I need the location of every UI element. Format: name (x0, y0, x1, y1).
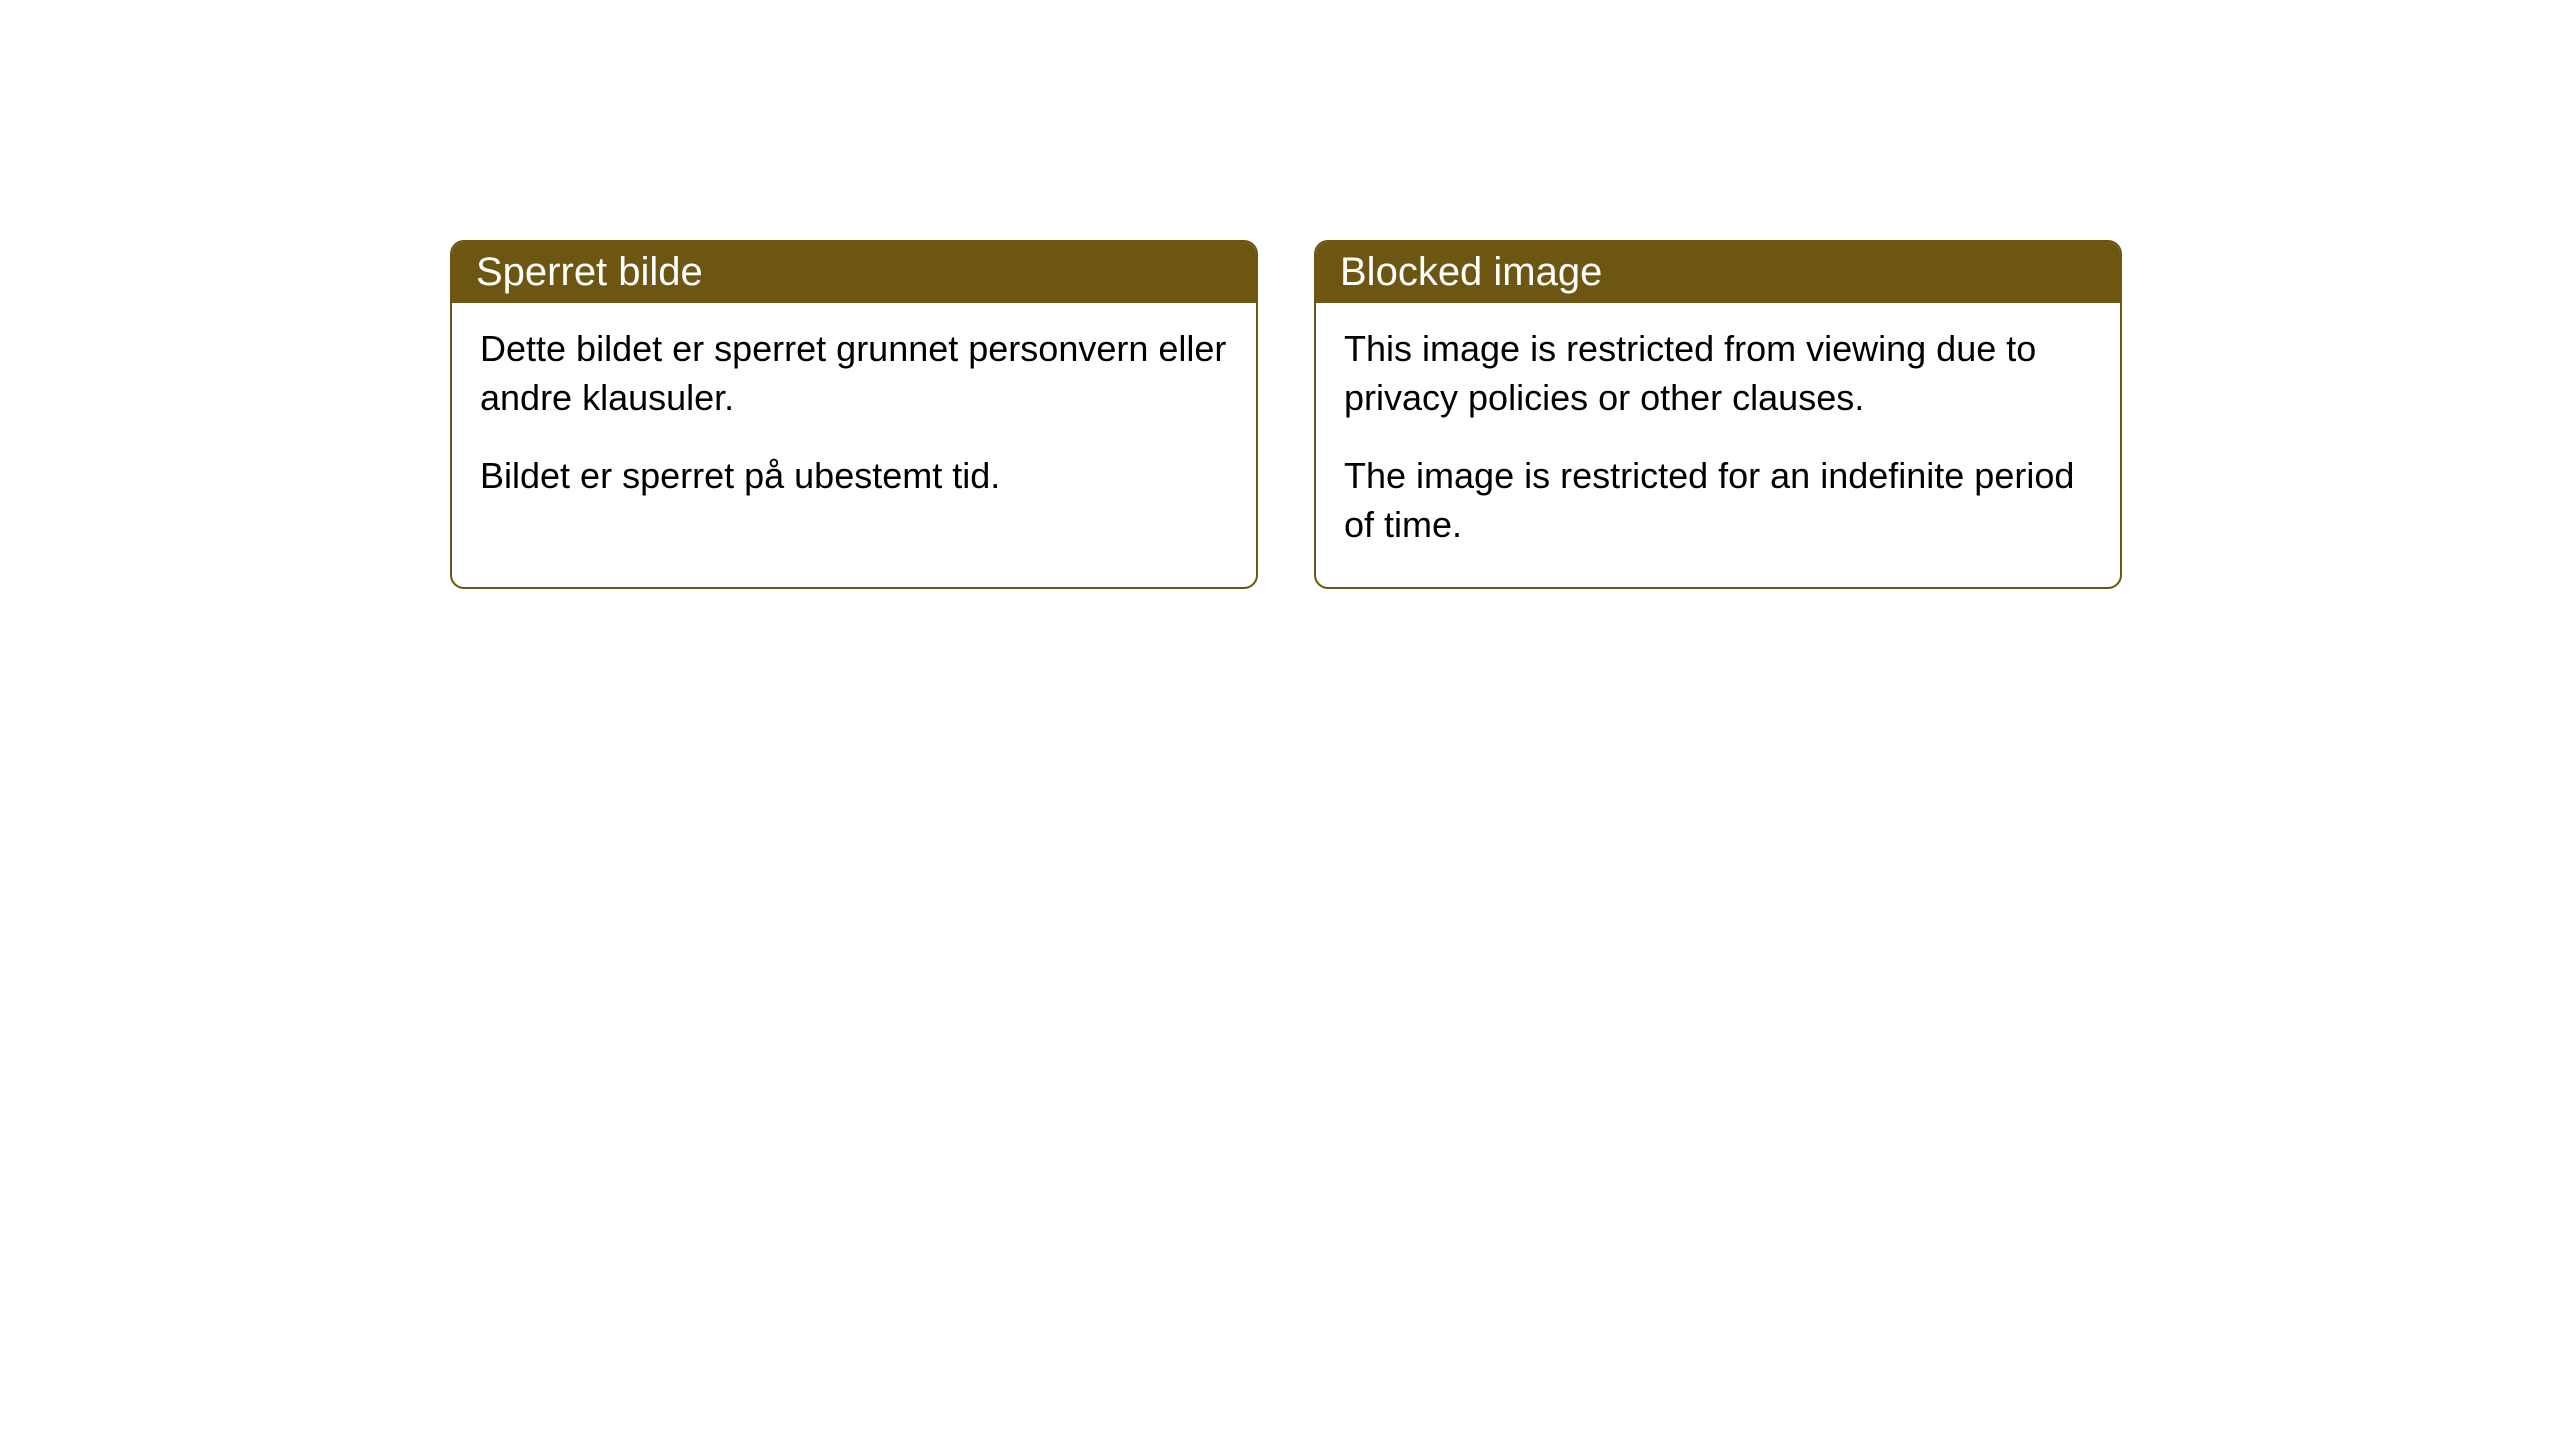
card-paragraph: Bildet er sperret på ubestemt tid. (480, 452, 1228, 501)
notice-cards-container: Sperret bilde Dette bildet er sperret gr… (450, 240, 2122, 589)
notice-card-norwegian: Sperret bilde Dette bildet er sperret gr… (450, 240, 1258, 589)
card-paragraph: The image is restricted for an indefinit… (1344, 452, 2092, 549)
card-body: This image is restricted from viewing du… (1316, 303, 2120, 587)
card-paragraph: This image is restricted from viewing du… (1344, 325, 2092, 422)
card-paragraph: Dette bildet er sperret grunnet personve… (480, 325, 1228, 422)
notice-card-english: Blocked image This image is restricted f… (1314, 240, 2122, 589)
card-header: Blocked image (1316, 242, 2120, 303)
card-header: Sperret bilde (452, 242, 1256, 303)
card-body: Dette bildet er sperret grunnet personve… (452, 303, 1256, 539)
card-title: Sperret bilde (476, 250, 703, 294)
card-title: Blocked image (1340, 250, 1602, 294)
